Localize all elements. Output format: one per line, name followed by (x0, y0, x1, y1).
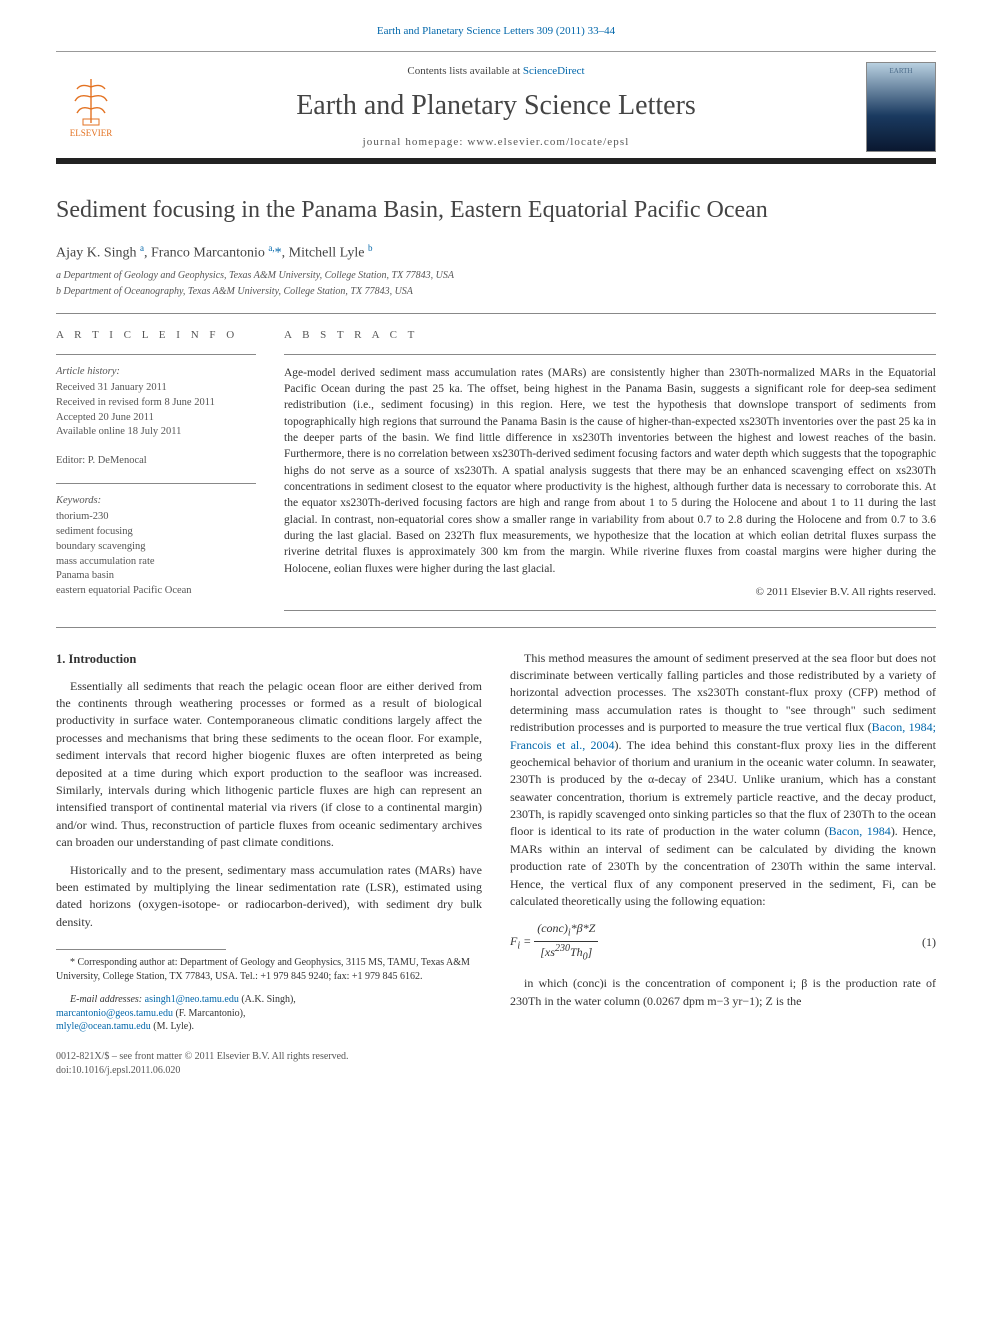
copyright-line: © 2011 Elsevier B.V. All rights reserved… (284, 585, 936, 600)
history-line: Available online 18 July 2011 (56, 425, 256, 440)
citation-link[interactable]: Bacon, 1984 (829, 824, 891, 838)
body-paragraph: Essentially all sediments that reach the… (56, 678, 482, 852)
divider (56, 627, 936, 628)
equation-number: (1) (922, 934, 936, 951)
body-columns: 1. Introduction Essentially all sediment… (56, 650, 936, 1079)
journal-homepage[interactable]: journal homepage: www.elsevier.com/locat… (142, 135, 850, 150)
history-line: Received 31 January 2011 (56, 381, 256, 396)
keyword: eastern equatorial Pacific Ocean (56, 584, 256, 599)
footnote-rule (56, 949, 226, 950)
body-left-column: 1. Introduction Essentially all sediment… (56, 650, 482, 1079)
email-link[interactable]: mlyle@ocean.tamu.edu (56, 1021, 151, 1032)
email-attribution: (A.K. Singh), (239, 994, 296, 1005)
contents-line: Contents lists available at ScienceDirec… (142, 64, 850, 79)
keyword: Panama basin (56, 569, 256, 584)
abstract-heading: A B S T R A C T (284, 328, 936, 343)
email-attribution: (F. Marcantonio), (173, 1008, 246, 1019)
abstract-text: Age-model derived sediment mass accumula… (284, 365, 936, 577)
masthead-center: Contents lists available at ScienceDirec… (142, 64, 850, 150)
divider (56, 313, 936, 314)
body-right-column: This method measures the amount of sedim… (510, 650, 936, 1079)
sciencedirect-link[interactable]: ScienceDirect (523, 65, 585, 77)
elsevier-label: ELSEVIER (70, 127, 113, 140)
email-attribution: (M. Lyle). (151, 1021, 194, 1032)
body-paragraph: Historically and to the present, sedimen… (56, 862, 482, 932)
citation-link[interactable]: Earth and Planetary Science Letters 309 … (56, 24, 936, 39)
contents-prefix: Contents lists available at (407, 65, 522, 77)
keywords-label: Keywords: (56, 494, 256, 509)
affiliation: b Department of Oceanography, Texas A&M … (56, 285, 936, 299)
keywords-block: Keywords: thorium-230sediment focusingbo… (56, 494, 256, 599)
email-label: E-mail addresses: (70, 994, 145, 1005)
bottom-meta: 0012-821X/$ – see front matter © 2011 El… (56, 1050, 482, 1079)
article-history: Article history: Received 31 January 201… (56, 365, 256, 440)
authors-line: Ajay K. Singh a, Franco Marcantonio a,*,… (56, 242, 936, 263)
section-heading: 1. Introduction (56, 650, 482, 668)
body-paragraph: This method measures the amount of sedim… (510, 650, 936, 911)
keyword: boundary scavenging (56, 540, 256, 555)
affiliation: a Department of Geology and Geophysics, … (56, 269, 936, 283)
email-link[interactable]: asingh1@neo.tamu.edu (145, 994, 239, 1005)
equation: Fi = (conc)i*β*Z[xs230Th0] (510, 920, 598, 965)
keyword: sediment focusing (56, 525, 256, 540)
article-title: Sediment focusing in the Panama Basin, E… (56, 194, 936, 228)
citation-link[interactable]: Bacon, 1984; Francois et al., 2004 (510, 720, 936, 751)
keyword: mass accumulation rate (56, 555, 256, 570)
editor-line: Editor: P. DeMenocal (56, 454, 256, 469)
article-info-column: A R T I C L E I N F O Article history: R… (56, 328, 256, 612)
corresponding-author-footnote: * Corresponding author at: Department of… (56, 956, 482, 983)
masthead: ELSEVIER Contents lists available at Sci… (56, 51, 936, 164)
email-link[interactable]: marcantonio@geos.tamu.edu (56, 1008, 173, 1019)
front-matter-line: 0012-821X/$ – see front matter © 2011 El… (56, 1050, 482, 1065)
doi-line[interactable]: doi:10.1016/j.epsl.2011.06.020 (56, 1064, 482, 1079)
cover-label: EARTH (867, 63, 935, 77)
abstract-column: A B S T R A C T Age-model derived sedime… (284, 328, 936, 612)
equation-block: Fi = (conc)i*β*Z[xs230Th0] (1) (510, 920, 936, 965)
history-line: Received in revised form 8 June 2011 (56, 396, 256, 411)
elsevier-tree-icon (69, 75, 113, 127)
history-label: Article history: (56, 365, 256, 380)
journal-cover-thumb[interactable]: EARTH (866, 62, 936, 152)
email-footnote: E-mail addresses: asingh1@neo.tamu.edu (… (56, 993, 482, 1034)
keyword: thorium-230 (56, 510, 256, 525)
article-info-heading: A R T I C L E I N F O (56, 328, 256, 343)
elsevier-logo[interactable]: ELSEVIER (56, 67, 126, 147)
history-line: Accepted 20 June 2011 (56, 411, 256, 426)
body-paragraph: in which (conc)i is the concentration of… (510, 975, 936, 1010)
journal-name: Earth and Planetary Science Letters (142, 86, 850, 125)
